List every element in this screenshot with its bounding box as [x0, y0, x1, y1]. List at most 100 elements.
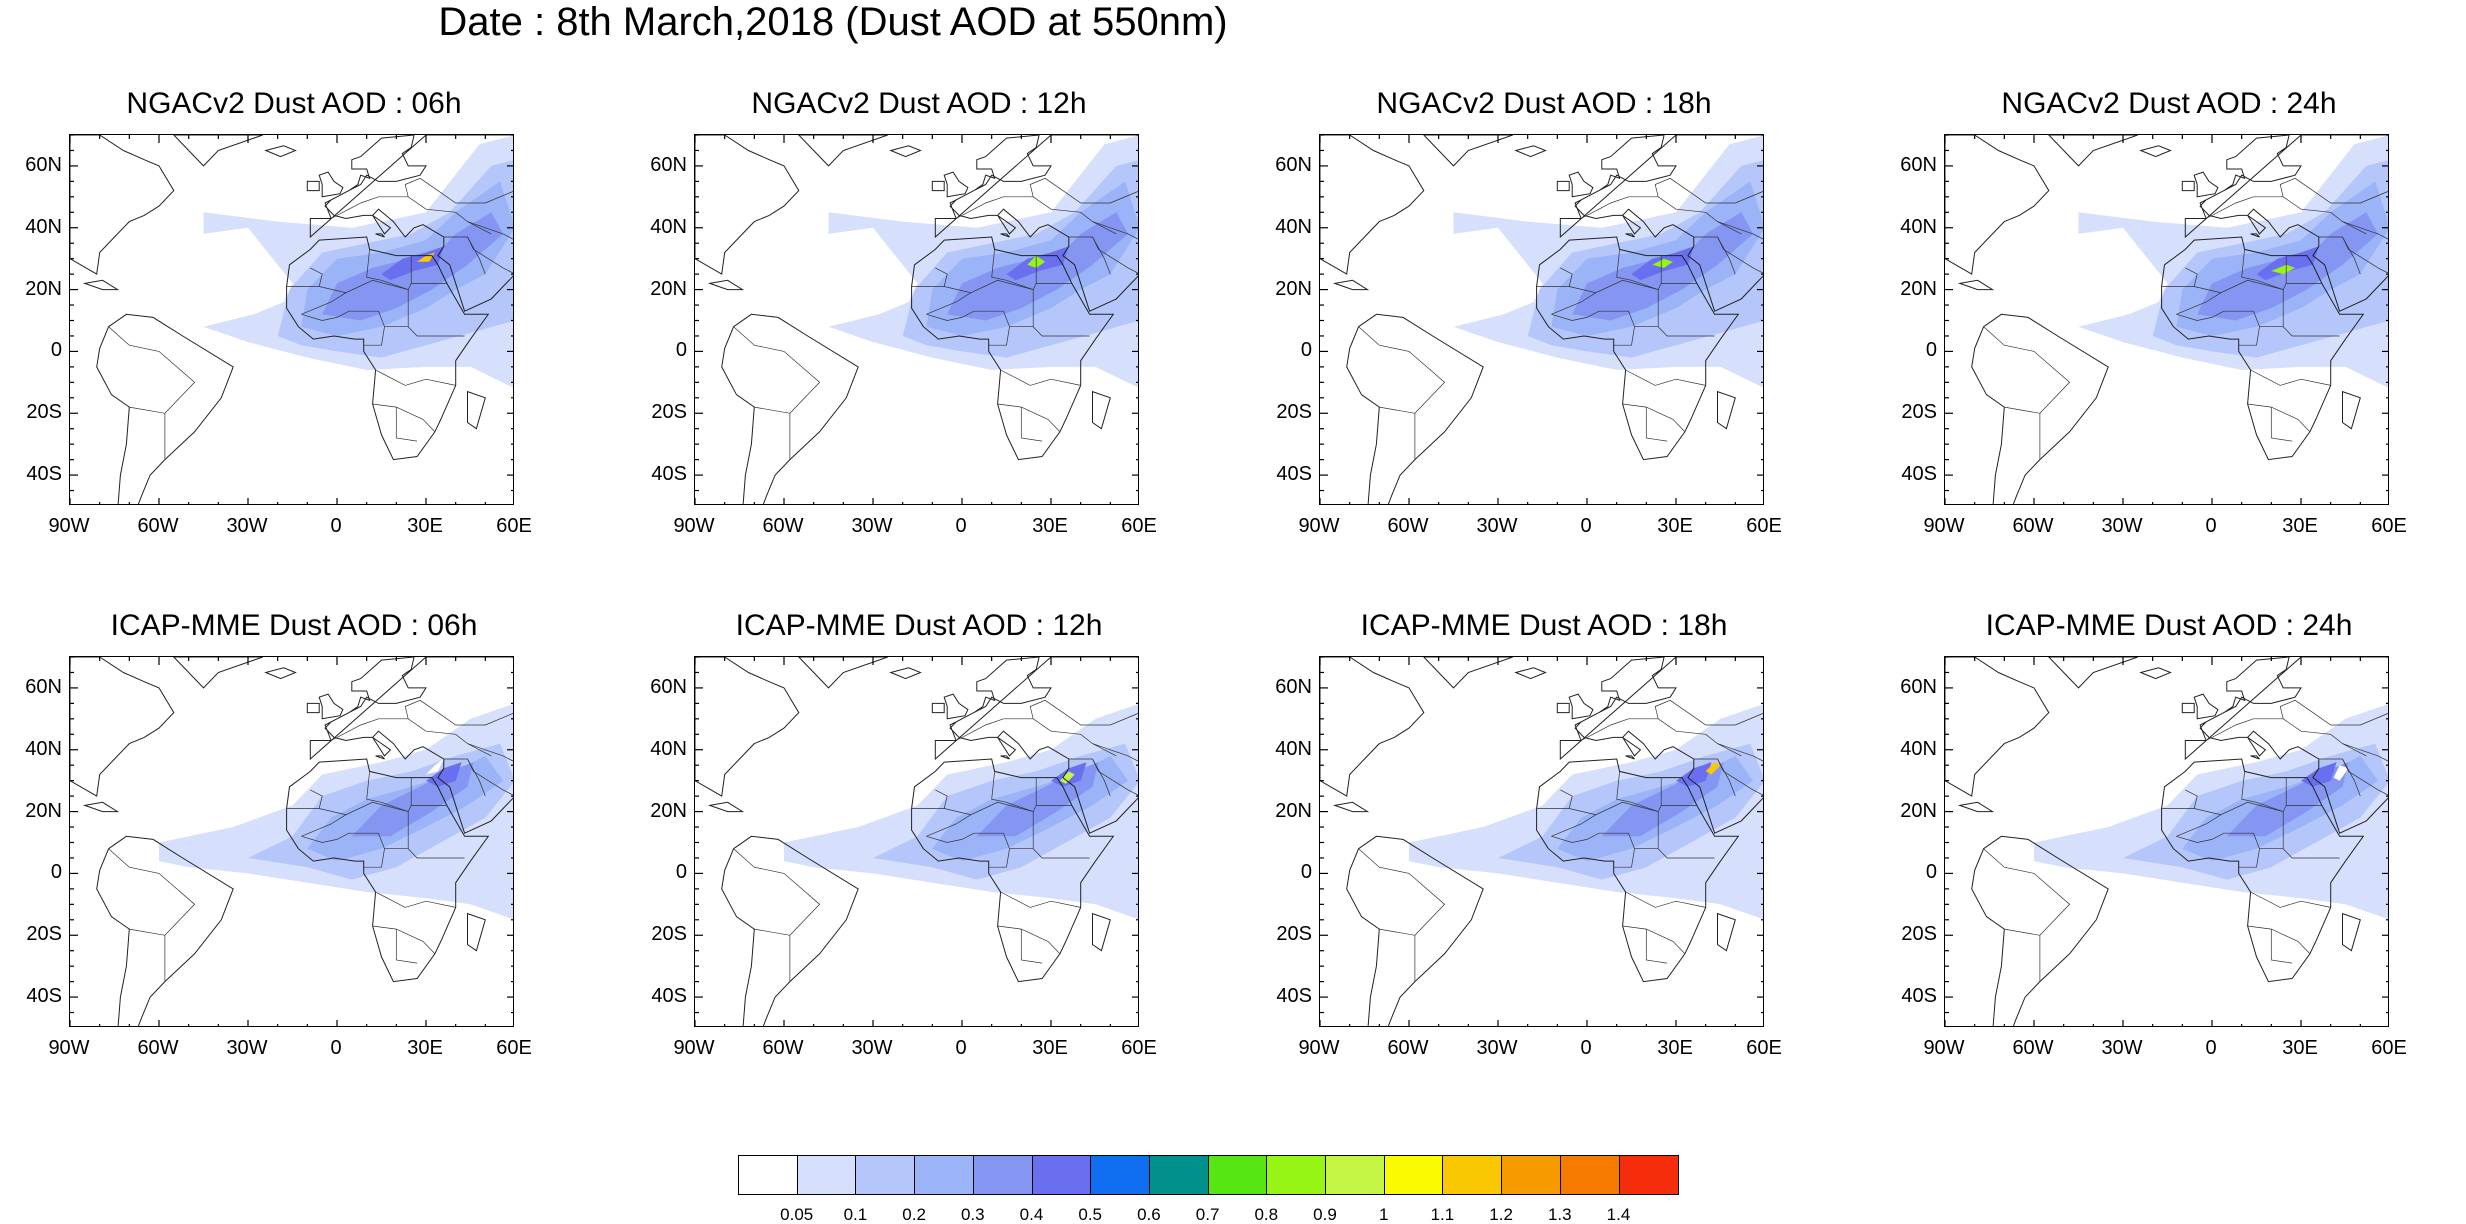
coastline-britain [1568, 693, 1594, 720]
country-border [375, 891, 456, 908]
country-border [2250, 369, 2331, 386]
lat-tick-label: 40N [650, 737, 687, 760]
country-border [2282, 848, 2340, 859]
lat-tick-label: 20S [1276, 923, 1312, 946]
colorbar-label: 1.3 [1547, 1205, 1572, 1224]
coastline-europe [1559, 135, 1763, 312]
country-border [410, 777, 447, 806]
lat-tick-label: 40S [26, 985, 62, 1008]
lon-tick-label: 30W [2101, 1037, 2143, 1059]
coastline-caribbean [1332, 279, 1370, 291]
coastline-samerica [1346, 835, 1484, 1026]
country-border [1645, 929, 1668, 964]
country-border [926, 814, 972, 837]
colorbar-label: 1.2 [1489, 1205, 1513, 1224]
country-border [1536, 789, 1573, 809]
colorbar-label: 0.1 [843, 1205, 868, 1224]
colorbar-label: 0.3 [960, 1205, 985, 1224]
coastline-italy_sicily [375, 755, 385, 760]
lat-tick-label: 60N [650, 675, 687, 698]
country-border [2161, 789, 2198, 809]
lat-tick-label: 40S [1901, 985, 1937, 1008]
country-border [733, 848, 821, 936]
coastline-caribbean [707, 279, 745, 291]
country-border [1717, 743, 1742, 757]
lon-tick-label: 30E [1032, 1037, 1068, 1059]
country-border [286, 267, 323, 287]
colorbar-label: 0.5 [1078, 1205, 1102, 1224]
lat-tick-label: 40S [1901, 463, 1937, 486]
coastline-namerica [1320, 135, 1425, 275]
coastline-iceland [2139, 667, 2172, 680]
country-border [955, 196, 1138, 240]
coastline-greenland [2048, 657, 2138, 689]
dust-contour-level-5 [2301, 762, 2337, 787]
lat-tick-label: 40S [26, 463, 62, 486]
coastline-samerica [1971, 313, 2109, 504]
lon-tick-label: 90W [1298, 515, 1340, 537]
country-border [301, 292, 347, 315]
country-border [1092, 743, 1117, 757]
country-border [1613, 848, 1635, 868]
lon-tick-label: 90W [1923, 1037, 1965, 1059]
lon-tick-label: 60E [2371, 1037, 2407, 1059]
lon-tick-label: 60E [496, 515, 532, 537]
country-border [2285, 255, 2322, 284]
coastline-iceland [889, 667, 922, 680]
colorbar-label: 1 [1378, 1205, 1389, 1224]
colorbar-swatch [1031, 1155, 1092, 1195]
country-border [319, 279, 412, 294]
colorbar-swatch [1090, 1155, 1151, 1195]
colorbar-label: 1.1 [1430, 1205, 1455, 1224]
country-border [2205, 196, 2388, 240]
country-border [2194, 801, 2287, 816]
coastline-madagascar [2342, 390, 2361, 430]
map-area [1944, 656, 2389, 1027]
country-border [1068, 236, 1111, 275]
country-border [1358, 326, 1446, 414]
lon-tick-label: 0 [955, 515, 967, 537]
coastline-greenland [173, 657, 263, 689]
coastline-italy_sicily [2250, 755, 2260, 760]
country-border [1035, 255, 1072, 284]
lon-tick-label: 0 [1580, 515, 1592, 537]
lat-tick-label: 20S [26, 923, 62, 946]
coastline-greenland [2048, 135, 2138, 167]
lat-tick-label: 40S [1276, 985, 1312, 1008]
map-area [694, 134, 1139, 505]
country-border [988, 848, 1010, 868]
colorbar-label: 0.6 [1137, 1205, 1161, 1224]
coastline-samerica [96, 313, 234, 504]
country-border [330, 718, 513, 762]
lon-tick-label: 60E [496, 1037, 532, 1059]
lat-tick-label: 60N [25, 675, 62, 698]
lon-tick-label: 30W [851, 1037, 893, 1059]
coastline-europe [309, 135, 513, 312]
lon-tick-label: 0 [2205, 515, 2217, 537]
country-border [1625, 891, 1706, 908]
coastline-namerica [695, 657, 800, 797]
colorbar-swatch [796, 1155, 857, 1195]
country-border [2247, 403, 2311, 433]
coastline-italy_sicily [1000, 233, 1010, 238]
coastline-ireland [1556, 180, 1570, 192]
country-border [1092, 236, 1138, 274]
map-panel: NGACv2 Dust AOD : 12h 60N 40N 20N 0 20S 40S 90W… [629, 86, 1157, 536]
lon-tick-label: 0 [330, 1037, 342, 1059]
country-border [2176, 292, 2222, 315]
country-border [2279, 177, 2388, 204]
colorbar-swatch [855, 1155, 916, 1195]
lon-tick-label: 60E [1746, 515, 1782, 537]
coastline-ireland [2181, 180, 2195, 192]
country-border [944, 279, 1037, 294]
country-border [301, 814, 347, 837]
dust-contour-level-9 [2271, 264, 2296, 275]
colorbar-label: 0.2 [902, 1205, 926, 1224]
coastline-greenland [173, 135, 263, 167]
country-border [395, 407, 418, 442]
country-border [1660, 255, 1697, 284]
coastline-iceland [889, 145, 922, 158]
coastline-madagascar [2342, 912, 2361, 952]
country-border [363, 848, 385, 868]
coastline-europe [2184, 135, 2388, 312]
